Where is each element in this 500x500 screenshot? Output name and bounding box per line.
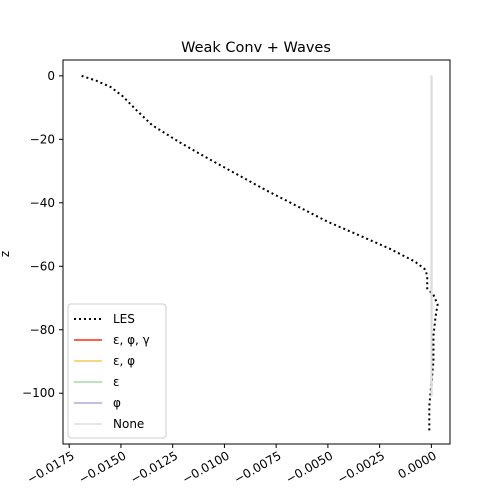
- chart-title: Weak Conv + Waves: [181, 40, 331, 56]
- legend-label: None: [113, 417, 144, 431]
- x-tick-label: −0.0100: [180, 448, 232, 486]
- legend-label: ε, φ, γ: [113, 333, 150, 347]
- legend-label: ε: [113, 375, 120, 389]
- y-tick-label: −80: [30, 323, 55, 337]
- x-axis: −0.0175 −0.0150 −0.0125 −0.0100 −0.0075 −0.00…: [25, 444, 439, 487]
- y-tick-label: −60: [30, 259, 55, 273]
- x-tick-label: −0.0075: [232, 448, 284, 486]
- y-tick-label: −100: [22, 386, 55, 400]
- series-line-0: [81, 74, 439, 432]
- y-axis-label: z: [0, 251, 12, 257]
- legend-label: φ: [113, 396, 121, 410]
- y-axis: 0 −20 −40 −60 −80 −100: [22, 69, 63, 400]
- y-tick-label: −20: [30, 132, 55, 146]
- legend: LES ε, φ, γ ε, φ εφ None: [67, 303, 167, 439]
- x-tick-label: −0.0150: [76, 448, 128, 486]
- y-tick-label: 0: [47, 69, 55, 83]
- x-tick-label: −0.0025: [335, 448, 387, 486]
- x-tick-label: −0.0050: [283, 448, 335, 486]
- x-tick-label: −0.0175: [25, 448, 77, 486]
- plot-frame: [62, 59, 451, 445]
- plot-lines: [81, 74, 439, 432]
- y-tick-label: −40: [30, 196, 55, 210]
- x-tick-label: −0.0125: [128, 448, 180, 486]
- legend-label: LES: [113, 312, 135, 326]
- legend-box: [67, 303, 167, 439]
- x-tick-label: 0.0000: [396, 448, 439, 481]
- legend-label: ε, φ: [113, 354, 135, 368]
